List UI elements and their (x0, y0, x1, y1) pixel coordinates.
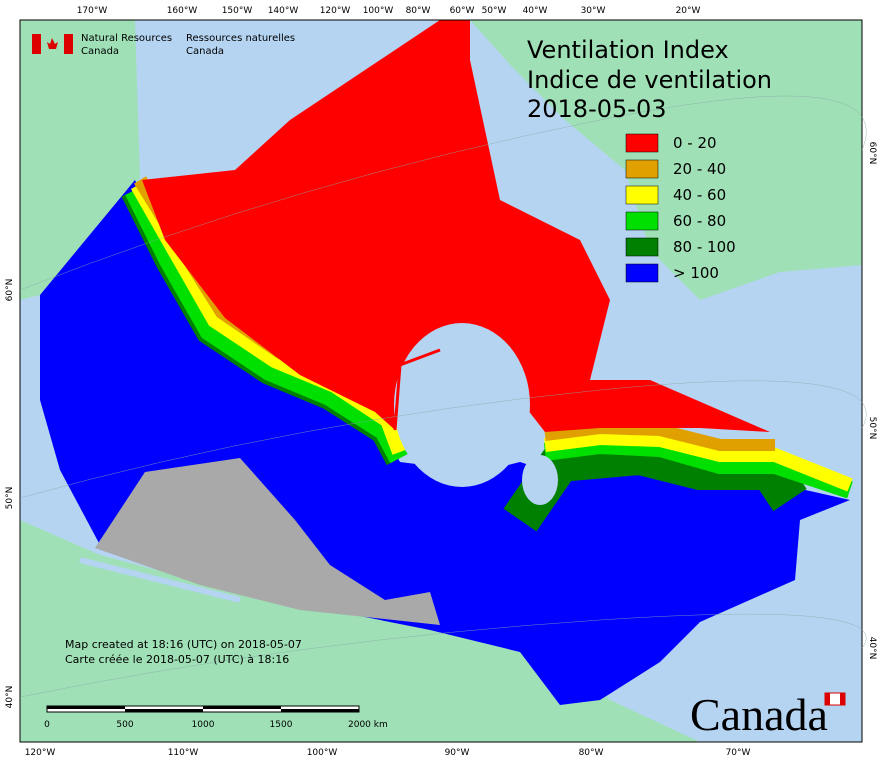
right-axis: 60°N 50°N 40°N (867, 142, 877, 660)
header: Natural Resources Canada Ressources natu… (32, 33, 295, 57)
top-axis: 170°W 160°W 150°W 140°W 120°W 100°W 80°W… (77, 6, 701, 16)
scale-bar: 0 500 1000 1500 2000 km (44, 705, 388, 730)
parallel (19, 380, 867, 499)
legend: 0 - 20 20 - 40 40 - 60 60 - 80 80 - 100 > 100 (625, 133, 736, 283)
legend-label: 0 - 20 (673, 134, 717, 152)
lon-label: 100°W (307, 748, 338, 758)
lon-label: 80°W (406, 6, 431, 16)
hudson-bay (394, 323, 530, 487)
scale-label: 0 (44, 720, 50, 730)
legend-label: 20 - 40 (673, 160, 726, 178)
lon-label: 40°W (523, 6, 548, 16)
bottom-axis: 120°W 110°W 100°W 90°W 80°W 70°W (25, 748, 751, 758)
scale-seg (203, 706, 281, 709)
lon-label: 160°W (167, 6, 198, 16)
scale-seg (281, 709, 359, 712)
lon-label: 100°W (363, 6, 394, 16)
note: Map created at 18:16 (UTC) on 2018-05-07 (65, 638, 302, 651)
james-bay (522, 455, 558, 505)
lon-label: 50°W (482, 6, 507, 16)
usa (20, 520, 700, 742)
lon-label: 140°W (268, 6, 299, 16)
agency-en: Canada (81, 46, 119, 57)
lat-label: 60°N (867, 142, 877, 165)
lat-label: 50°N (867, 417, 877, 440)
maple-leaf (47, 38, 58, 49)
map (19, 19, 863, 743)
legend-swatch (625, 211, 659, 231)
lon-label: 60°W (450, 6, 475, 16)
legend-swatch (625, 263, 659, 283)
graticule (19, 95, 867, 698)
lon-label: 120°W (25, 748, 56, 758)
lon-label: 70°W (726, 748, 751, 758)
flag-bar (825, 693, 830, 705)
agency-en: Natural Resources (81, 33, 172, 44)
scale-label: 500 (116, 720, 133, 730)
left-axis: 60°N 50°N 40°N (5, 279, 15, 709)
agency-fr: Ressources naturelles (186, 33, 295, 44)
title-en: Ventilation Index (527, 36, 729, 64)
legend-label: 80 - 100 (673, 238, 736, 256)
flag-bar (840, 693, 845, 705)
no-data (95, 458, 440, 625)
scale-label: 2000 km (348, 720, 388, 730)
note: Carte créée le 2018-05-07 (UTC) à 18:16 (65, 653, 289, 666)
band-east-40 (544, 430, 853, 492)
legend-swatch (625, 159, 659, 179)
lon-label: 170°W (77, 6, 108, 16)
parallel (19, 95, 867, 291)
lon-label: 90°W (445, 748, 470, 758)
coast (393, 348, 441, 431)
lon-label: 30°W (581, 6, 606, 16)
zone-0-20 (142, 20, 770, 432)
wordmark: Canada (690, 689, 846, 740)
frame (19, 19, 863, 743)
coast-edge (79, 557, 241, 603)
title-date: 2018-05-03 (527, 95, 666, 123)
flag-bar (32, 34, 41, 54)
legend-label: 60 - 80 (673, 212, 726, 230)
notes: Map created at 18:16 (UTC) on 2018-05-07… (65, 638, 302, 666)
greenland (470, 20, 862, 300)
lon-label: 110°W (168, 748, 199, 758)
legend-swatch (625, 185, 659, 205)
title: Ventilation Index Indice de ventilation … (527, 36, 772, 123)
lat-label: 40°N (867, 637, 877, 660)
band-east-20 (544, 421, 775, 451)
legend-swatch (625, 237, 659, 257)
legend-label: > 100 (673, 264, 719, 282)
lon-label: 80°W (579, 748, 604, 758)
lon-label: 20°W (676, 6, 701, 16)
agency-fr: Canada (186, 46, 224, 57)
lat-label: 60°N (5, 279, 15, 302)
scale-seg (125, 709, 203, 712)
title-fr: Indice de ventilation (527, 66, 772, 94)
scale-label: 1500 (270, 720, 293, 730)
scale-label: 1000 (192, 720, 215, 730)
parallel (19, 613, 867, 698)
lat-label: 40°N (5, 686, 15, 709)
flag-bar (64, 34, 73, 54)
lon-label: 150°W (222, 6, 253, 16)
scale-seg (47, 706, 125, 709)
legend-swatch (625, 133, 659, 153)
legend-label: 40 - 60 (673, 186, 726, 204)
canada-wordmark: Canada (690, 689, 828, 740)
lon-label: 120°W (320, 6, 351, 16)
alaska (20, 20, 140, 300)
lat-label: 50°N (5, 487, 15, 510)
